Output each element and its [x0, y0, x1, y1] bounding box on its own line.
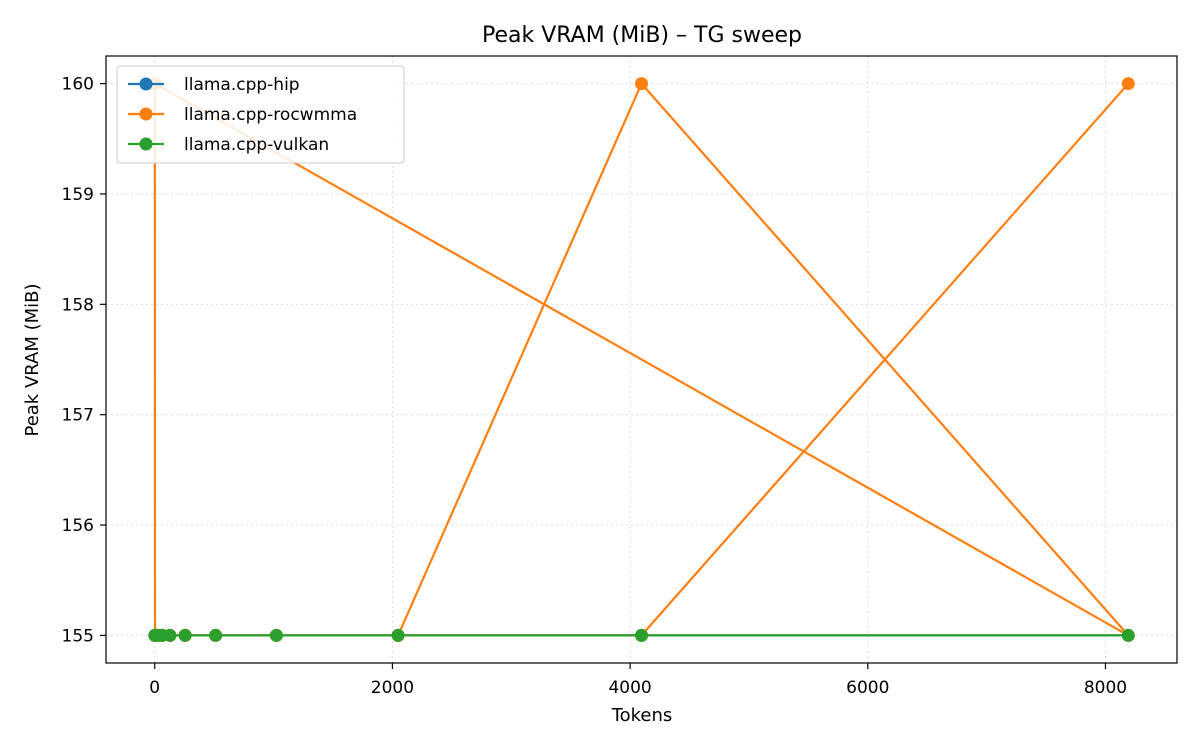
x-axis-label: Tokens	[611, 705, 673, 726]
legend-label: llama.cpp-rocwmma	[184, 105, 357, 125]
legend-marker	[139, 77, 153, 91]
y-axis-label: Peak VRAM (MiB)	[22, 283, 43, 436]
legend-label: llama.cpp-hip	[184, 75, 300, 95]
y-tick-label: 155	[62, 626, 94, 646]
series-llama.cpp-vulkan	[148, 628, 1135, 642]
legend-label: llama.cpp-vulkan	[184, 135, 329, 155]
x-tick-label: 0	[149, 678, 160, 698]
series-line	[153, 82, 1130, 637]
legend-marker	[139, 107, 153, 121]
x-tick-label: 2000	[371, 678, 414, 698]
data-point	[269, 628, 283, 642]
legend-marker	[139, 137, 153, 151]
ticks: 0 2000 4000 6000 8000 155 156 157 158 159 160	[62, 75, 1128, 698]
y-tick-label: 160	[62, 75, 94, 95]
data-point	[1121, 77, 1135, 91]
data-point	[163, 628, 177, 642]
y-tick-label: 157	[62, 406, 94, 426]
x-tick-label: 8000	[1084, 678, 1127, 698]
y-tick-label: 158	[62, 295, 94, 315]
data-point	[391, 628, 405, 642]
chart-title: Peak VRAM (MiB) – TG sweep	[482, 23, 802, 48]
x-tick-label: 4000	[608, 678, 651, 698]
data-point	[178, 628, 192, 642]
legend-box	[116, 65, 405, 164]
y-tick-label: 156	[62, 516, 94, 536]
plot-frame	[105, 55, 1178, 664]
data-point	[635, 628, 648, 642]
y-tick-label: 159	[62, 185, 94, 205]
data-point	[635, 77, 648, 91]
series-layer	[148, 77, 1135, 642]
data-point	[209, 628, 223, 642]
data-point	[1121, 628, 1135, 642]
legend: llama.cpp-hip llama.cpp-rocwmma llama.cpp-…	[116, 65, 405, 164]
x-tick-label: 6000	[846, 678, 889, 698]
